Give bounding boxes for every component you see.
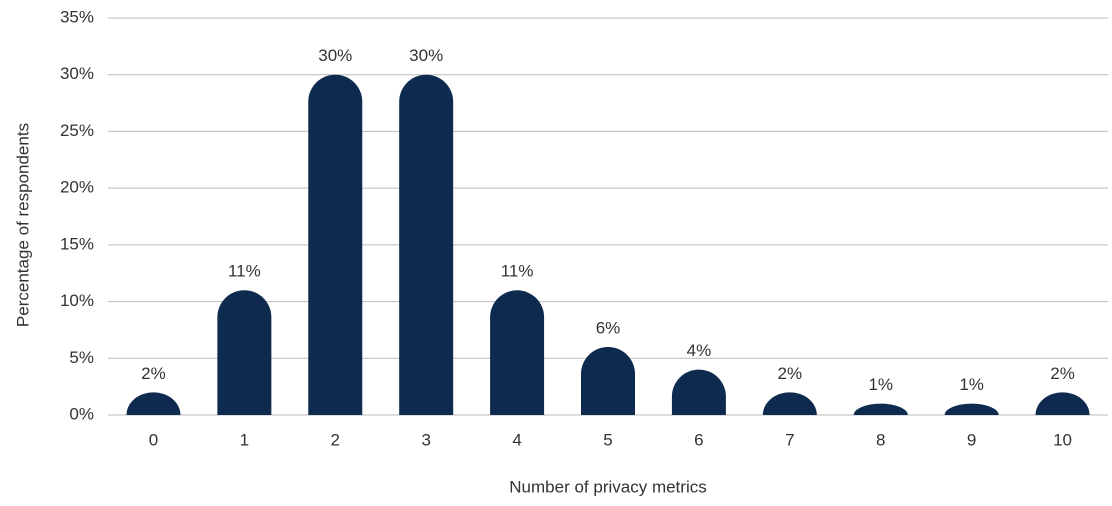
bar	[1035, 392, 1090, 415]
x-tick-label: 6	[694, 430, 703, 449]
y-tick-label: 5%	[69, 348, 94, 367]
x-tick-label: 0	[149, 430, 158, 449]
x-tick-label: 9	[967, 430, 976, 449]
bar	[944, 403, 999, 415]
y-tick-label: 30%	[60, 64, 94, 83]
data-label: 1%	[959, 375, 984, 394]
x-tick-label: 7	[785, 430, 794, 449]
data-label: 30%	[318, 46, 352, 65]
y-tick-label: 15%	[60, 234, 94, 253]
data-label: 30%	[409, 46, 443, 65]
x-tick-label: 3	[421, 430, 430, 449]
data-label: 6%	[596, 318, 621, 337]
x-tick-label: 1	[240, 430, 249, 449]
data-label: 2%	[141, 364, 166, 383]
bar	[399, 74, 454, 415]
bar	[490, 290, 545, 415]
bar	[581, 346, 635, 415]
data-label: 4%	[687, 341, 712, 360]
y-axis-title: Percentage of respondents	[13, 123, 32, 327]
bar	[217, 290, 272, 415]
bar	[308, 74, 363, 415]
y-tick-label: 35%	[60, 7, 94, 26]
data-label: 11%	[501, 262, 534, 281]
y-tick-label: 10%	[60, 291, 94, 310]
x-axis-title: Number of privacy metrics	[509, 477, 706, 496]
y-tick-label: 25%	[60, 121, 94, 140]
y-tick-label: 20%	[60, 178, 94, 197]
bar	[853, 403, 908, 415]
data-label: 11%	[228, 262, 261, 281]
x-tick-label: 8	[876, 430, 885, 449]
x-tick-label: 2	[331, 430, 340, 449]
data-label: 1%	[868, 375, 893, 394]
data-label: 2%	[1050, 364, 1075, 383]
x-tick-label: 5	[603, 430, 612, 449]
bar	[671, 369, 726, 415]
bar	[126, 392, 181, 415]
bar	[762, 392, 817, 415]
x-tick-label: 10	[1053, 430, 1072, 449]
data-label: 2%	[778, 364, 803, 383]
x-tick-label: 4	[512, 430, 521, 449]
y-tick-label: 0%	[69, 404, 94, 423]
